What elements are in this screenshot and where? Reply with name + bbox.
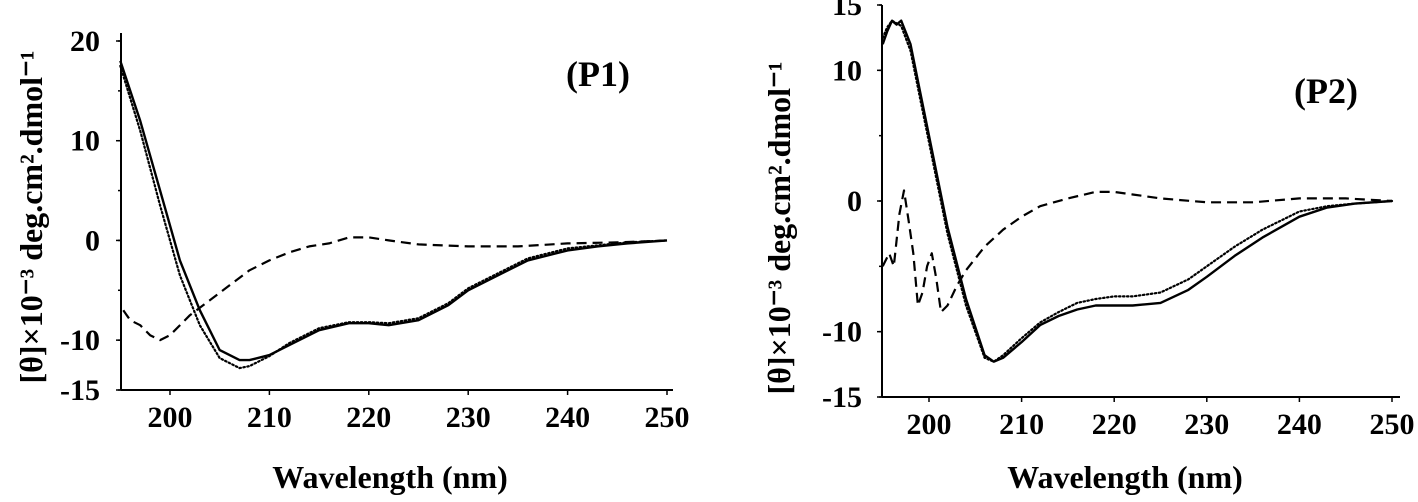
chart-panel-p2: (P2) 15 10 0 -10 -15 200 210 220 230 240 250 Wave… bbox=[761, 0, 1415, 495]
panel-label: (P1) bbox=[566, 54, 630, 94]
x-tick-label: 230 bbox=[1184, 408, 1229, 441]
x-tick-label: 220 bbox=[346, 401, 391, 434]
x-axis-title: Wavelength (nm) bbox=[1007, 459, 1243, 495]
x-axis-ticks: 200 210 220 230 240 250 bbox=[148, 390, 690, 434]
x-tick-label: 220 bbox=[1092, 408, 1137, 441]
plot-lines bbox=[119, 60, 669, 370]
x-axis-ticks: 200 210 220 230 240 250 bbox=[907, 397, 1415, 441]
y-axis-title: [θ]×10⁻³ deg.cm².dmol⁻¹ bbox=[761, 61, 797, 394]
y-tick-label: -10 bbox=[822, 316, 862, 349]
y-tick-label: 15 bbox=[832, 0, 862, 22]
panel-label: (P2) bbox=[1294, 71, 1358, 111]
y-tick-label: 10 bbox=[70, 125, 100, 158]
y-tick-label: 20 bbox=[70, 25, 100, 58]
x-axis-title: Wavelength (nm) bbox=[272, 459, 508, 495]
y-tick-label: 0 bbox=[847, 185, 862, 218]
y-tick-label: 0 bbox=[85, 224, 100, 257]
x-tick-label: 250 bbox=[645, 401, 690, 434]
x-tick-label: 240 bbox=[545, 401, 590, 434]
y-axis-title: [θ]×10⁻³ deg.cm².dmol⁻¹ bbox=[13, 50, 49, 383]
series-line-dashed bbox=[881, 189, 1393, 314]
series-line-solid bbox=[881, 19, 1393, 363]
series-line-solid bbox=[119, 60, 668, 362]
x-tick-label: 200 bbox=[148, 401, 193, 434]
y-tick-label: -15 bbox=[822, 381, 862, 414]
x-tick-label: 230 bbox=[446, 401, 491, 434]
y-axis-ticks: 20 10 0 -10 -15 bbox=[60, 25, 121, 407]
plot-lines bbox=[881, 19, 1394, 363]
series-line-dashed bbox=[122, 236, 668, 342]
y-axis-ticks: 15 10 0 -10 -15 bbox=[822, 0, 882, 414]
chart-panel-p1: (P1) 20 10 0 -10 -15 200 210 220 230 240 250 Wave… bbox=[13, 25, 690, 495]
series-line-dotted bbox=[881, 19, 1394, 363]
x-tick-label: 200 bbox=[907, 408, 952, 441]
x-tick-label: 250 bbox=[1370, 408, 1415, 441]
y-tick-label: -15 bbox=[60, 374, 100, 407]
y-tick-label: 10 bbox=[832, 54, 862, 87]
x-tick-label: 210 bbox=[999, 408, 1044, 441]
series-line-dotted bbox=[119, 64, 669, 370]
y-tick-label: -10 bbox=[60, 324, 100, 357]
x-tick-label: 240 bbox=[1277, 408, 1322, 441]
x-tick-label: 210 bbox=[247, 401, 292, 434]
